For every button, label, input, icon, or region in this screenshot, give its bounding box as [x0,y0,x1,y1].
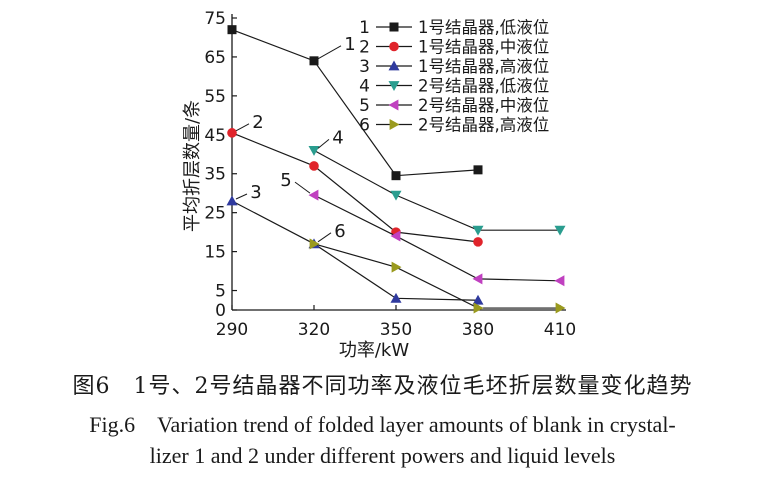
series-line-6 [313,243,560,309]
legend-id-3: 3 [359,57,370,77]
legend-id-1: 1 [359,18,370,38]
x-axis-label: 功率/kW [339,340,409,361]
legend-id-4: 4 [359,77,370,97]
data-point-series-4 [390,190,402,201]
x-tick-label: 380 [462,320,494,340]
data-point-series-6 [473,302,484,314]
data-point-series-1 [227,25,237,35]
legend-label-2: 1号结晶器,中液位 [418,38,549,57]
x-tick-label: 350 [380,320,412,340]
legend-marker-3 [388,60,400,71]
data-point-series-4 [554,225,566,236]
series-line-2 [231,132,479,243]
legend-marker-4 [388,81,400,91]
y-tick-label: 15 [204,243,226,263]
data-point-series-4 [472,225,484,236]
data-point-series-5 [308,189,319,201]
legend-id-6: 6 [359,116,370,136]
data-point-series-1 [473,165,483,175]
data-point-series-3 [226,195,238,206]
callout-label-1: 1 [344,34,355,55]
figure-caption-english-line1: Fig.6 Variation trend of folded layer am… [89,412,676,437]
callout-leader-1 [317,45,342,60]
legend-marker-6 [389,119,400,130]
data-point-series-2 [473,237,483,247]
legend-label-5: 2号结晶器,中液位 [418,96,549,115]
y-tick-label: 25 [204,204,226,224]
callout-leader-2 [235,123,250,132]
legend-marker-5 [388,99,399,111]
callout-label-4: 4 [332,127,343,148]
data-point-series-4 [308,145,320,156]
x-tick-label: 290 [216,320,248,340]
data-point-series-1 [391,171,401,181]
legend-marker-2 [389,41,399,52]
callout-leader-5 [294,181,311,194]
y-tick-label: 35 [204,165,226,185]
y-tick-label: 0 [215,301,226,321]
callout-label-3: 3 [250,182,261,203]
y-tick-label: 75 [204,9,226,29]
y-tick-label: 5 [215,282,226,302]
legend-label-3: 1号结晶器,高液位 [418,57,549,76]
data-point-series-5 [472,273,483,285]
callout-leader-3 [235,193,248,200]
callout-leader-6 [317,232,332,243]
series-line-1 [231,29,479,177]
legend-label-1: 1号结晶器,低液位 [418,18,549,37]
y-axis-label: 平均折层数量/条 [182,100,203,232]
callout-label-6: 6 [334,221,345,242]
callout-label-2: 2 [252,112,263,133]
data-point-series-5 [390,230,401,242]
y-tick-label: 65 [204,48,226,68]
legend-label-6: 2号结晶器,高液位 [418,116,549,135]
data-point-series-1 [309,56,319,66]
data-point-series-6 [391,261,402,273]
y-tick-label: 45 [204,126,226,146]
series-line-5 [313,194,561,282]
data-point-series-2 [227,128,237,138]
legend-id-5: 5 [359,96,370,116]
callout-label-5: 5 [280,170,291,191]
figure-caption-english-line2: lizer 1 and 2 under different powers and… [149,443,616,468]
y-tick-label: 55 [204,87,226,107]
legend-id-2: 2 [359,38,370,58]
data-point-series-3 [472,294,484,305]
figure-caption-chinese: 图6 1号、2号结晶器不同功率及液位毛坯折层数量变化趋势 [72,374,693,399]
x-tick-label: 410 [544,320,576,340]
data-point-series-6 [555,302,566,314]
x-tick-label: 320 [298,320,330,340]
data-point-series-3 [390,292,402,303]
legend-label-4: 2号结晶器,低液位 [418,77,549,96]
data-point-series-5 [554,275,565,287]
series-line-4 [313,149,560,231]
data-point-series-2 [309,161,319,171]
legend-marker-1 [389,22,399,32]
callout-leader-4 [317,138,330,149]
series-line-3 [231,200,479,301]
data-point-series-6 [309,238,320,250]
